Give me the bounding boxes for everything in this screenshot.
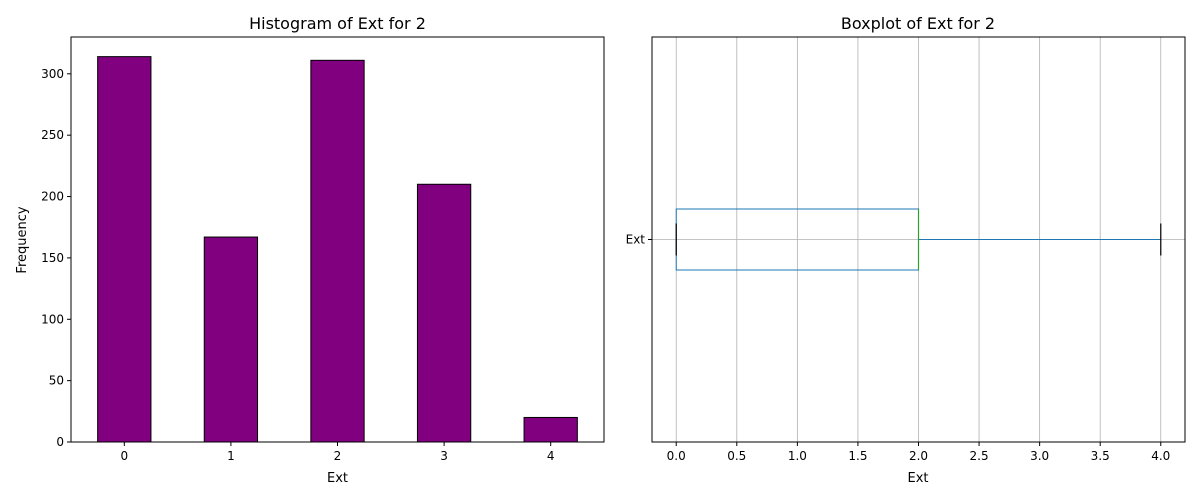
- histogram-y-tick-label: 300: [41, 67, 64, 81]
- histogram-y-tick-label: 200: [41, 190, 64, 204]
- boxplot-x-tick-label: 4.0: [1151, 449, 1170, 463]
- boxplot-x-tick-label: 0.5: [727, 449, 746, 463]
- histogram-y-tick-label: 50: [49, 374, 64, 388]
- boxplot-marks: [675, 208, 1162, 271]
- boxplot-title: Boxplot of Ext for 2: [841, 14, 995, 33]
- histogram-x-tick-label: 2: [334, 449, 342, 463]
- histogram-bar: [97, 56, 152, 443]
- histogram-x-tick-label: 3: [440, 449, 448, 463]
- histogram-bar: [203, 236, 259, 443]
- histogram-bar: [523, 416, 578, 443]
- histogram-y-label: Frequency: [15, 206, 30, 273]
- histogram-x-tick-label: 0: [120, 449, 128, 463]
- boxplot-y-ticks: Ext: [626, 233, 652, 247]
- histogram-y-tick-label: 0: [56, 435, 64, 449]
- histogram-y-ticks: 0 50 100 150 200 250 300: [41, 67, 71, 449]
- histogram-bar: [310, 59, 365, 443]
- boxplot-y-tick-label: Ext: [626, 233, 646, 247]
- boxplot-x-tick-label: 3.0: [1030, 449, 1049, 463]
- boxplot-x-label: Ext: [907, 471, 928, 486]
- histogram-title: Histogram of Ext for 2: [249, 14, 426, 33]
- boxplot-x-tick-label: 1.5: [848, 449, 867, 463]
- histogram-x-ticks: 0 1 2 3 4: [120, 442, 555, 463]
- histogram-y-tick-label: 150: [41, 251, 64, 265]
- histogram-bar: [416, 183, 472, 443]
- histogram-panel: Histogram of Ext for 2 05010015020025030…: [15, 14, 605, 486]
- histogram-x-label: Ext: [327, 471, 348, 486]
- boxplot-panel: Boxplot of Ext for 2 0.0 0.5 1.0 1.5 2.0 2.5 3…: [626, 14, 1186, 486]
- boxplot-x-tick-label: 3.5: [1091, 449, 1110, 463]
- boxplot-x-tick-label: 2.0: [909, 449, 928, 463]
- boxplot-x-tick-label: 0.0: [667, 449, 686, 463]
- boxplot-x-tick-label: 2.5: [970, 449, 989, 463]
- histogram-bars: [97, 56, 578, 443]
- boxplot-x-ticks: 0.0 0.5 1.0 1.5 2.0 2.5 3.0 3.5 4.0: [667, 442, 1170, 463]
- histogram-x-tick-label: 1: [227, 449, 235, 463]
- boxplot-axes-frame: [651, 36, 1186, 443]
- histogram-y-tick-label: 100: [41, 312, 64, 326]
- histogram-axes-frame: [70, 36, 605, 443]
- histogram-x-tick-label: 4: [547, 449, 555, 463]
- boxplot-x-tick-label: 1.0: [788, 449, 807, 463]
- histogram-y-tick-label: 250: [41, 128, 64, 142]
